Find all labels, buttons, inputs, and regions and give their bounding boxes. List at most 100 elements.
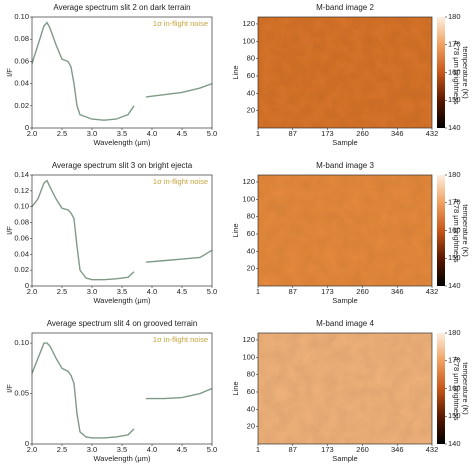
colorbar-label: temperature (K) xyxy=(461,46,470,99)
plot-frame xyxy=(257,16,433,129)
colorbar-tick-label: 160 xyxy=(448,383,461,392)
plot-frame xyxy=(31,174,213,287)
x-tick-label: 4.5 xyxy=(177,445,187,454)
panel-title: Average spectrum slit 2 on dark terrain xyxy=(53,3,190,12)
y-tick-label: 0.14 xyxy=(14,170,29,179)
x-tick-label: 432 xyxy=(426,445,439,454)
y-tick-label: 0.04 xyxy=(14,249,29,258)
x-tick-label: 2.5 xyxy=(57,287,67,296)
colorbar-tick-label: 180 xyxy=(448,170,461,179)
y-axis-label: Line xyxy=(231,381,240,395)
y-axis-label: Line xyxy=(231,223,240,237)
y-tick-label: 0.02 xyxy=(14,265,29,274)
x-tick-label: 4.0 xyxy=(147,287,157,296)
x-tick-label: 5.0 xyxy=(207,445,217,454)
y-tick-label: 20 xyxy=(247,264,255,273)
x-axis-label: Wavelength (μm) xyxy=(94,296,151,305)
colorbar-tick-label: 170 xyxy=(448,356,461,365)
colorbar-tick-label: 180 xyxy=(448,12,461,21)
x-tick-label: 432 xyxy=(426,287,439,296)
y-axis-label: I/F xyxy=(5,68,14,77)
x-tick-label: 4.5 xyxy=(177,287,187,296)
legend-label: 1σ in-flight noise xyxy=(153,177,208,186)
spectrum-line xyxy=(31,342,135,439)
plot-frame xyxy=(257,174,433,287)
x-tick-label: 346 xyxy=(391,445,404,454)
y-tick-label: 0.10 xyxy=(14,202,29,211)
x-tick-label: 432 xyxy=(426,129,439,138)
spectrum-line xyxy=(145,82,213,98)
x-tick-label: 2.5 xyxy=(57,445,67,454)
x-tick-label: 346 xyxy=(391,129,404,138)
y-tick-label: 100 xyxy=(242,352,255,361)
colorbar-tick-label: 140 xyxy=(448,123,461,132)
x-tick-label: 2.0 xyxy=(27,287,37,296)
x-tick-label: 3.5 xyxy=(117,445,127,454)
x-tick-label: 87 xyxy=(289,445,297,454)
x-axis-label: Sample xyxy=(332,454,357,463)
y-tick-label: 0.10 xyxy=(14,12,29,21)
y-tick-label: 40 xyxy=(247,88,255,97)
plot-frame xyxy=(257,332,433,445)
y-tick-label: 0.12 xyxy=(14,186,29,195)
colorbar-label: temperature (K) xyxy=(461,362,470,415)
y-tick-label: 120 xyxy=(242,177,255,186)
x-tick-label: 3.5 xyxy=(117,129,127,138)
y-tick-label: 60 xyxy=(247,229,255,238)
y-tick-label: 80 xyxy=(247,54,255,63)
x-tick-label: 1 xyxy=(256,129,260,138)
y-tick-label: 0.08 xyxy=(14,218,29,227)
y-tick-label: 80 xyxy=(247,370,255,379)
colorbar-tick-label: 150 xyxy=(448,253,461,262)
legend-label: 1σ in-flight noise xyxy=(153,335,208,344)
x-tick-label: 173 xyxy=(321,129,334,138)
colorbar-tick-label: 160 xyxy=(448,67,461,76)
x-tick-label: 260 xyxy=(356,129,369,138)
y-tick-label: 0.10 xyxy=(14,338,29,347)
x-tick-label: 3.0 xyxy=(87,129,97,138)
y-tick-label: 100 xyxy=(242,36,255,45)
y-tick-label: 80 xyxy=(247,212,255,221)
legend-label: 1σ in-flight noise xyxy=(153,19,208,28)
colorbar xyxy=(437,175,445,286)
plot-frame xyxy=(31,332,213,445)
y-tick-label: 60 xyxy=(247,387,255,396)
y-tick-label: 100 xyxy=(242,194,255,203)
y-tick-label: 20 xyxy=(247,106,255,115)
colorbar-tick-label: 150 xyxy=(448,95,461,104)
x-tick-label: 4.0 xyxy=(147,445,157,454)
x-tick-label: 4.5 xyxy=(177,129,187,138)
colorbar-label: 4.78 μm brightness xyxy=(452,357,461,421)
x-axis-label: Wavelength (μm) xyxy=(94,454,151,463)
x-tick-label: 87 xyxy=(289,287,297,296)
x-tick-label: 2.0 xyxy=(27,445,37,454)
x-tick-label: 173 xyxy=(321,287,334,296)
colorbar-tick-label: 180 xyxy=(448,328,461,337)
colorbar-label: 4.78 μm brightness xyxy=(452,41,461,105)
y-tick-label: 20 xyxy=(247,422,255,431)
y-tick-label: 120 xyxy=(242,335,255,344)
y-tick-label: 0.06 xyxy=(14,56,29,65)
colorbar xyxy=(437,333,445,444)
x-tick-label: 5.0 xyxy=(207,129,217,138)
panel-title: Average spectrum slit 3 on bright ejecta xyxy=(52,161,193,170)
colorbar-tick-label: 150 xyxy=(448,411,461,420)
image xyxy=(258,175,432,286)
y-tick-label: 0.06 xyxy=(14,233,29,242)
x-tick-label: 3.5 xyxy=(117,287,127,296)
y-tick-label: 0.02 xyxy=(14,101,29,110)
colorbar-tick-label: 170 xyxy=(448,40,461,49)
y-axis-label: Line xyxy=(231,65,240,79)
spectrum-line xyxy=(146,387,213,400)
y-tick-label: 0 xyxy=(25,281,29,290)
y-axis-label: I/F xyxy=(5,384,14,393)
colorbar-label: 4.78 μm brightness xyxy=(452,199,461,263)
spectrum-line xyxy=(145,249,213,263)
y-tick-label: 0 xyxy=(25,439,29,448)
colorbar-tick-label: 170 xyxy=(448,198,461,207)
panel-title: M-band image 3 xyxy=(316,161,374,170)
panel-title: M-band image 2 xyxy=(316,3,374,12)
x-tick-label: 346 xyxy=(391,287,404,296)
spectrum-line xyxy=(31,179,135,281)
